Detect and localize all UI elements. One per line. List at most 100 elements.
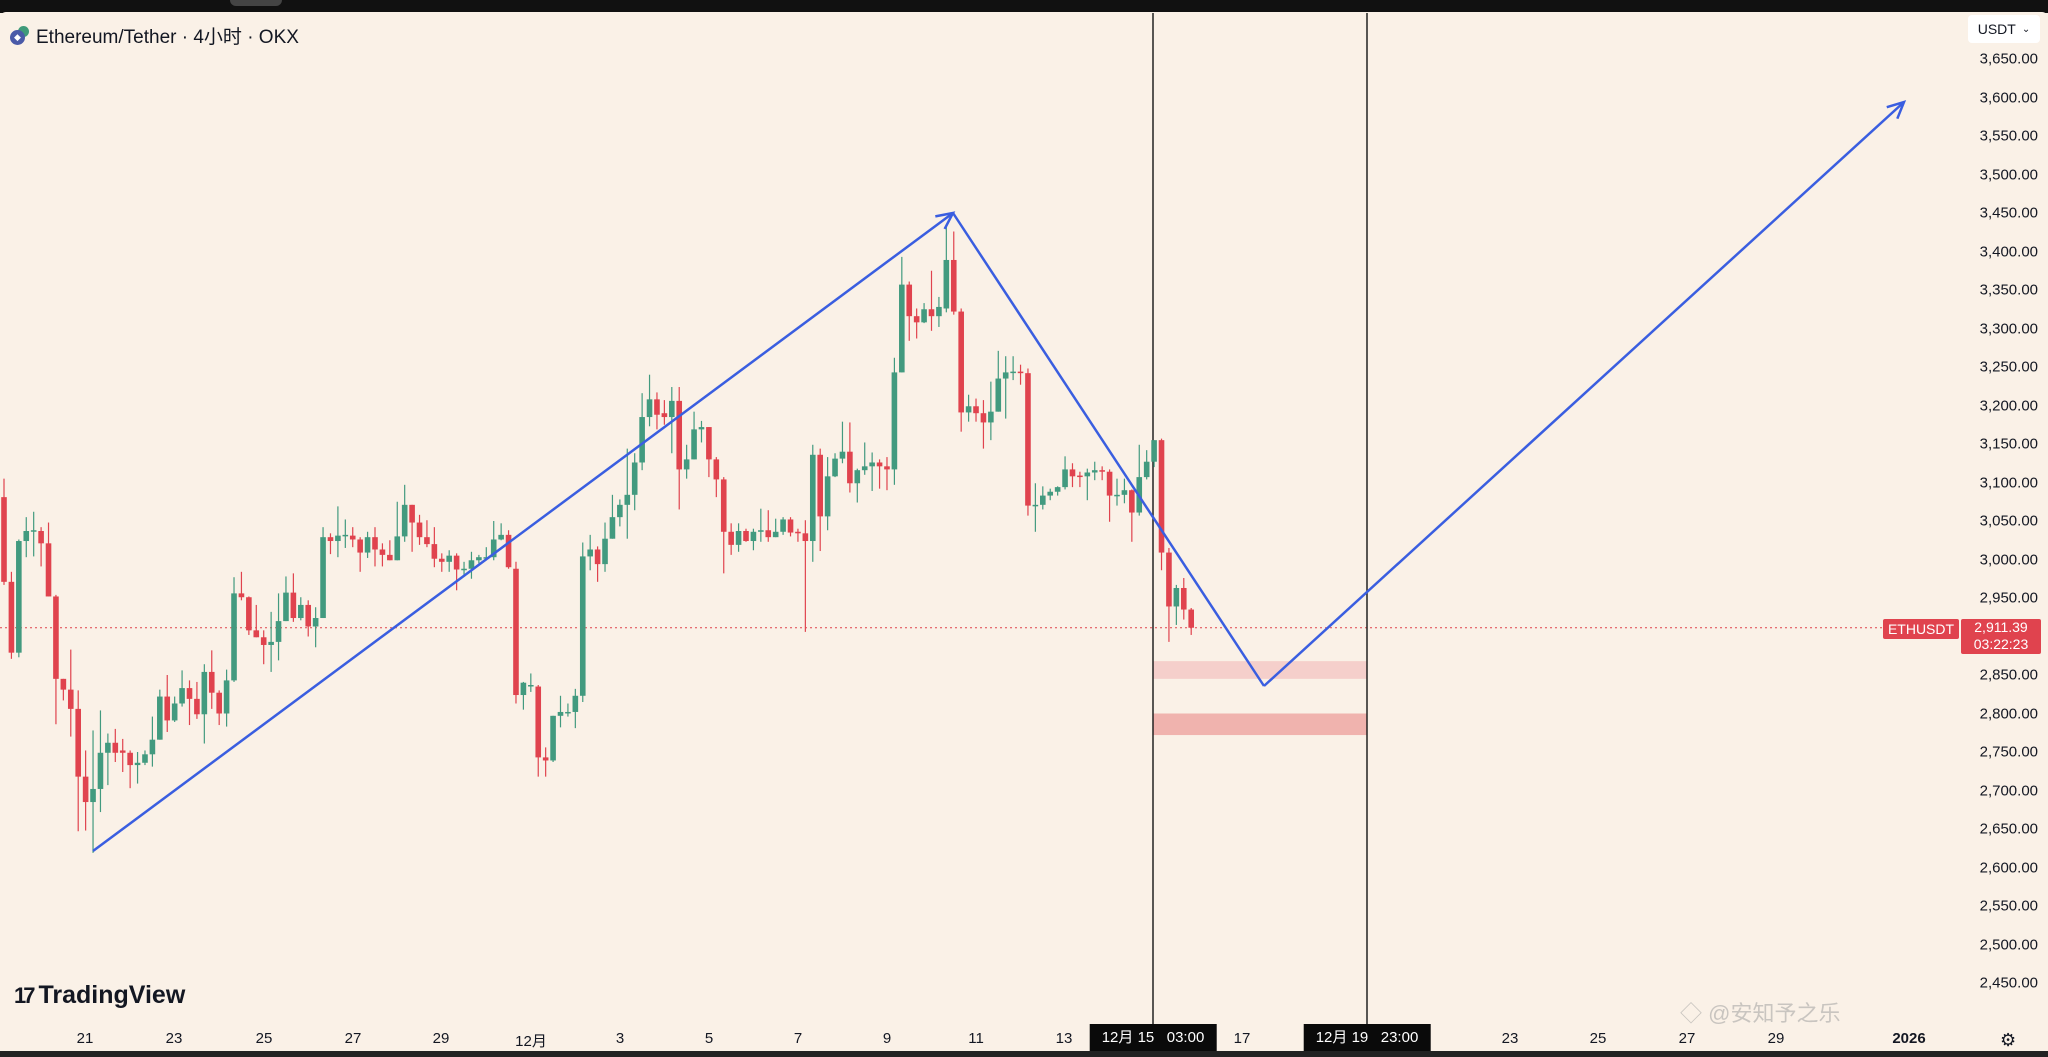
candle — [119, 738, 126, 773]
candle — [401, 484, 408, 542]
candle-body — [468, 560, 475, 569]
candle — [587, 534, 593, 571]
candle-body — [980, 413, 987, 423]
candle-body — [669, 400, 675, 418]
candle — [631, 453, 638, 511]
tradingview-logo[interactable]: 17 TradingView — [14, 981, 185, 1010]
candle-body — [1166, 552, 1172, 607]
candle — [97, 710, 104, 813]
candle-body — [988, 411, 994, 423]
candle — [654, 392, 660, 430]
candle-body — [23, 531, 30, 542]
candle-body — [208, 671, 215, 693]
time-tick-label: 25 — [255, 1030, 273, 1047]
candle — [438, 553, 445, 572]
candle — [364, 531, 371, 558]
candle-body — [683, 459, 690, 470]
candle-body — [1, 497, 7, 582]
candle — [1158, 438, 1165, 571]
candle-body — [1114, 494, 1120, 497]
candle-body — [565, 711, 571, 714]
candle-body — [16, 541, 22, 653]
candle-body — [505, 534, 512, 568]
candle — [194, 681, 200, 719]
candle — [1099, 466, 1105, 481]
candle — [30, 511, 37, 557]
candle — [943, 224, 950, 313]
price-tick-label: 2,700.00 — [1979, 782, 2038, 799]
candle — [565, 703, 571, 717]
candle-body — [82, 776, 89, 803]
currency-selector[interactable]: USDT ⌄ — [1968, 15, 2040, 43]
candle-body — [142, 754, 148, 763]
candle-body — [617, 504, 623, 518]
candle — [869, 452, 875, 491]
candle — [676, 387, 683, 510]
candle-body — [1158, 440, 1165, 553]
symbol-legend[interactable]: ◆ Ethereum/Tether · 4小时 · OKX — [10, 22, 299, 49]
eth-usdt-icon: ◆ — [10, 25, 30, 46]
uptrend-arrow — [92, 211, 954, 853]
candle-body — [268, 641, 274, 645]
candle-body — [157, 696, 163, 740]
candle — [809, 444, 816, 562]
candle-body — [134, 762, 141, 766]
candle — [579, 542, 586, 702]
time-tick-label: 27 — [1678, 1030, 1696, 1047]
candle — [283, 576, 289, 622]
price-tick-label: 2,850.00 — [1979, 666, 2038, 684]
candle — [847, 422, 853, 493]
candle-body — [631, 462, 638, 495]
candle-body — [891, 372, 898, 470]
candle — [127, 750, 133, 789]
candle-body — [542, 757, 549, 761]
candle-body — [913, 316, 920, 323]
last-price-value: 2,911.39 — [1974, 619, 2028, 635]
candle-body — [194, 698, 200, 715]
candle-body — [832, 458, 838, 477]
candle-body — [290, 592, 297, 619]
candle — [528, 673, 534, 692]
candle-body — [171, 703, 178, 721]
candle — [134, 752, 141, 784]
price-tick-label: 3,000.00 — [1979, 551, 2038, 568]
time-tick-label: 23 — [165, 1030, 183, 1047]
candle — [223, 669, 230, 727]
candle — [1180, 577, 1187, 620]
candle-body — [127, 752, 133, 766]
support-zone-2 — [1153, 713, 1367, 736]
candle — [720, 477, 727, 574]
candle-body — [416, 522, 423, 538]
candle — [335, 506, 341, 558]
candle — [446, 550, 452, 572]
candle — [23, 517, 30, 558]
chevron-down-icon: ⌄ — [2021, 23, 2031, 35]
candle — [409, 504, 415, 552]
candle-body — [691, 429, 697, 460]
candle — [349, 527, 356, 548]
candle-body — [312, 618, 319, 627]
price-tick-label: 3,500.00 — [1979, 166, 2038, 183]
gear-icon[interactable]: ⚙ — [2000, 1030, 2017, 1050]
candle-body — [431, 544, 438, 559]
price-tick-label: 3,250.00 — [1979, 358, 2038, 376]
candle — [157, 689, 163, 740]
candle — [1188, 608, 1194, 635]
candle-body — [97, 752, 104, 789]
candle-body — [884, 466, 890, 470]
candle-body — [372, 537, 378, 550]
candle-body — [861, 466, 868, 471]
candle-body — [246, 597, 252, 631]
candle — [208, 650, 215, 709]
time-tick-label: 27 — [344, 1030, 362, 1047]
candle-body — [461, 568, 467, 571]
bar-countdown: 03:22:23 — [1973, 636, 2029, 652]
candle-body — [513, 568, 519, 696]
candle — [928, 270, 935, 331]
candle-body — [869, 462, 875, 467]
candle — [231, 577, 237, 682]
candle — [1025, 368, 1031, 516]
candle-body — [305, 604, 312, 627]
time-tick-label: 11 — [968, 1030, 984, 1047]
